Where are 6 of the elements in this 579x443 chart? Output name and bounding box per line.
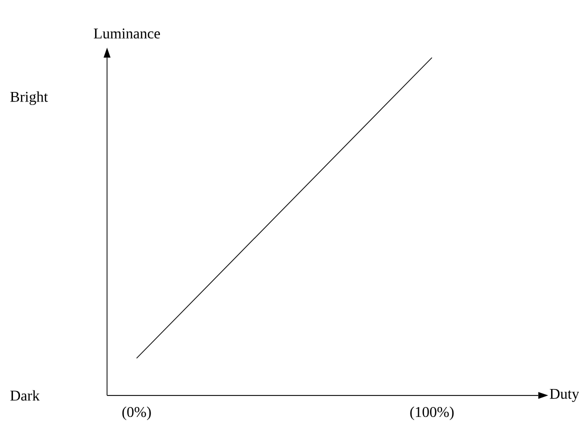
x-tick-label: (100%) [410, 406, 454, 420]
y-axis-title: Luminance [94, 28, 160, 38]
x-axis-title: Duty [550, 388, 579, 402]
text: Bright [10, 91, 48, 105]
text: Dark [10, 390, 40, 401]
x-tick-label: (0%) [122, 406, 151, 420]
